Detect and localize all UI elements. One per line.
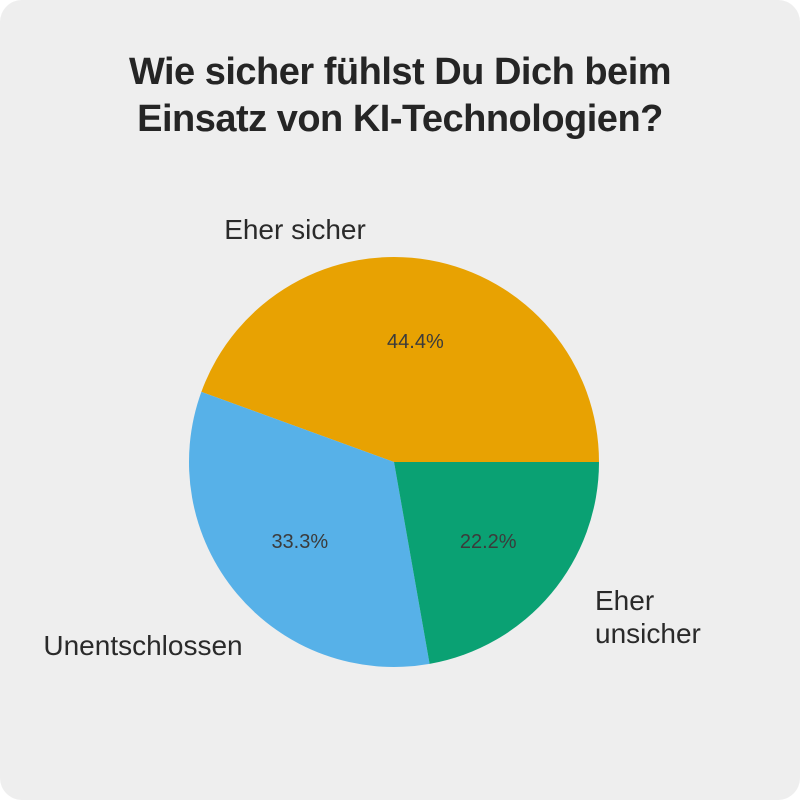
chart-title-line-1: Wie sicher fühlst Du Dich beim bbox=[128, 51, 672, 93]
pie-slice-eher-sicher bbox=[201, 256, 600, 462]
pie-label-unentschlossen: Unentschlossen bbox=[43, 630, 243, 661]
chart-title: Wie sicher fühlst Du Dich beim Einsatz v… bbox=[0, 49, 800, 143]
chart-title-line-2: Einsatz von KI-Technologien? bbox=[137, 98, 663, 140]
pie-label-eher-unsicher: Eher unsicher bbox=[595, 585, 701, 649]
pie-label-eher-sicher: Eher sicher bbox=[224, 214, 366, 245]
pie-slice-eher-unsicher bbox=[394, 462, 599, 664]
pie-slice-unentschlossen bbox=[188, 391, 430, 668]
pie-percent-eher-unsicher: 22.2% bbox=[460, 531, 517, 553]
pie-percent-eher-sicher: 44.4% bbox=[387, 331, 444, 353]
pie-percent-unentschlossen: 33.3% bbox=[271, 531, 328, 553]
